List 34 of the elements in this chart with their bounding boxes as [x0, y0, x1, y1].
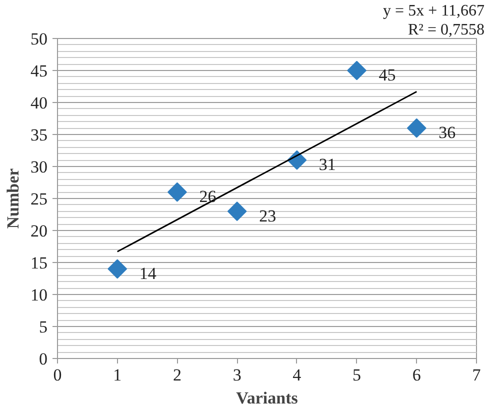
- y-axis-title: Number: [4, 168, 22, 229]
- y-tick-label: 45: [30, 62, 48, 80]
- data-label: 14: [139, 264, 157, 283]
- y-tick-label: 35: [30, 126, 48, 144]
- x-axis-title: Variants: [236, 388, 298, 408]
- y-tick-label: 10: [30, 286, 48, 304]
- y-tick-label: 20: [30, 222, 48, 240]
- y-tick-label: 15: [30, 254, 48, 272]
- point: [108, 259, 128, 279]
- x-tick-label: 5: [352, 366, 362, 384]
- annotation: R² = 0,7558: [408, 22, 485, 38]
- y-tick-label: 0: [39, 350, 48, 368]
- x-tick-label: 7: [472, 366, 482, 384]
- y-tick-label: 50: [30, 30, 48, 48]
- data-label: 31: [318, 155, 336, 174]
- x-tick-label: 6: [412, 366, 421, 384]
- x-tick-label: 4: [292, 366, 302, 384]
- point: [168, 182, 187, 202]
- y-tick-label: 30: [30, 158, 48, 176]
- y-tick-label: 5: [39, 318, 48, 336]
- point: [227, 202, 247, 221]
- x-tick-label: 0: [53, 366, 62, 384]
- x-tick-label: 1: [113, 366, 122, 384]
- y-tick-label: 40: [30, 94, 48, 112]
- data-label: 26: [199, 187, 216, 206]
- point: [347, 60, 366, 80]
- text: y = 5x + 11,667: [383, 2, 484, 20]
- x-tick-label: 3: [232, 366, 242, 384]
- y-tick-label: 25: [30, 190, 48, 208]
- point: [406, 118, 426, 138]
- x-tick-label: 2: [172, 366, 182, 384]
- data-label: 45: [378, 66, 396, 84]
- data-label: 23: [259, 206, 276, 226]
- data-label: 36: [438, 123, 456, 142]
